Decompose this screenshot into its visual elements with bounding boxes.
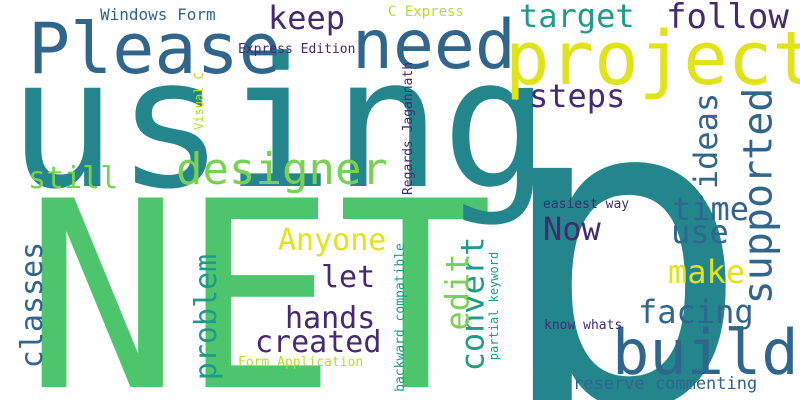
word-still: still [28,161,119,196]
word-know-whats: know whats [544,318,623,333]
word-backward-compatible: backward compatible [392,243,408,392]
word-follow: follow [666,0,789,37]
word-make: make [668,253,746,291]
word-build: build [612,316,799,389]
word-created: created [255,325,382,360]
word-use: use [671,213,729,251]
word-express-edition: Express Edition [238,42,356,57]
word-hands: hands [285,301,376,336]
word-steps: steps [529,77,626,115]
word-edit: edit [438,253,477,331]
word-problem: problem [189,253,225,381]
word-form-application: Form Application [238,355,364,370]
word-now: Now [543,210,601,248]
word-please: Please [28,8,281,90]
word-target: target [519,0,635,35]
word-time: time [672,190,750,228]
word-reserve-commenting: reserve commenting [573,374,758,394]
word-regards-jagannath: Regards Jagannath [401,61,417,196]
word-c-express: C Express [388,4,464,20]
word-let: let [321,260,376,295]
word-p: p [493,5,752,400]
word-visual-c: Visual C [191,72,206,130]
word-ideas: ideas [687,92,726,190]
word-windows-form: Windows Form [100,5,216,24]
word-facing: facing [638,293,754,331]
word-net: NET [24,147,494,400]
word-using: using [8,20,550,229]
word-keep: keep [268,0,346,37]
word-need: need [352,6,516,85]
word-anyone: Anyone [278,223,387,258]
word-partial-keyword: partial keyword [487,251,502,361]
word-designer: designer [176,144,388,195]
word-project: project [505,16,800,102]
word-classes: classes [15,241,51,369]
word-easiest-way: easiest way [543,197,630,212]
